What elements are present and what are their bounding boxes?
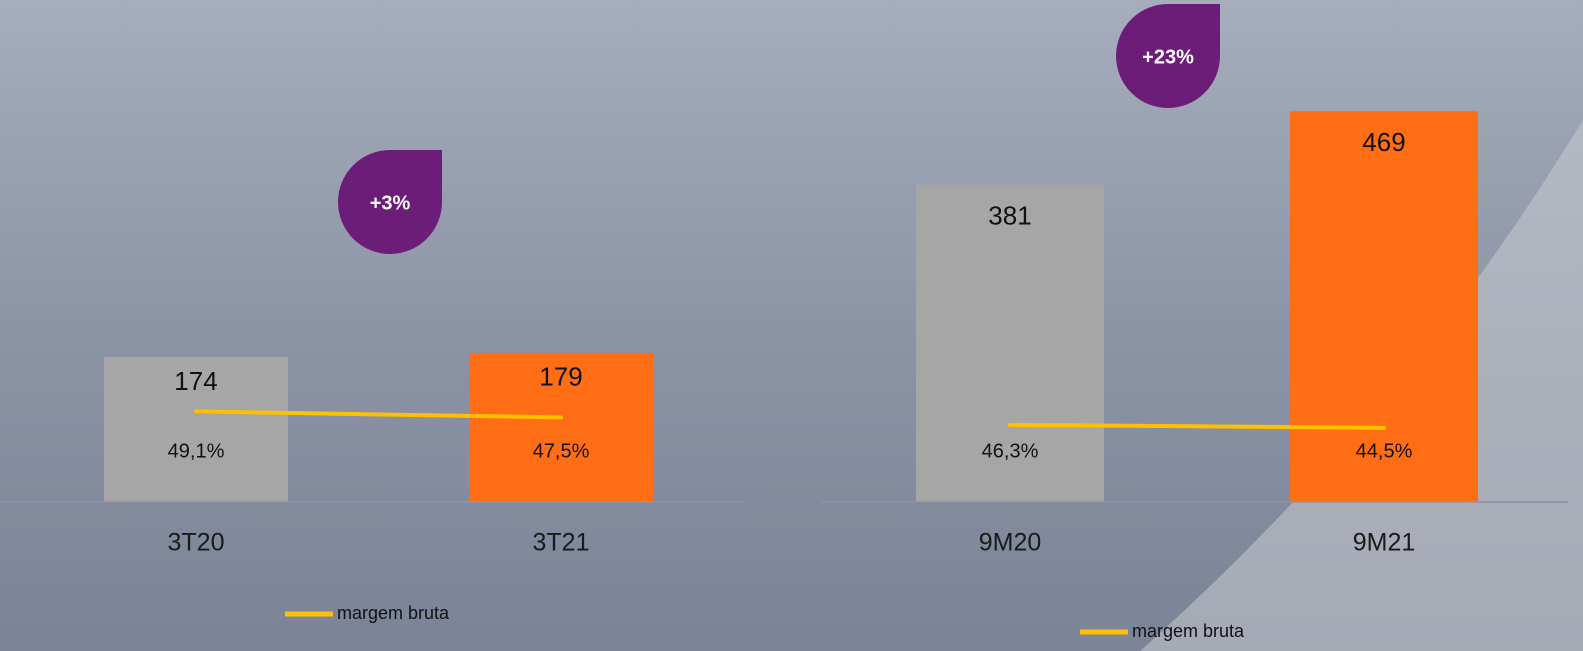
x-tick-label: 3T21 <box>533 529 590 557</box>
growth-label: +3% <box>370 192 411 214</box>
legend-label: margem bruta <box>1132 621 1245 641</box>
x-tick-label: 3T20 <box>168 529 225 557</box>
growth-badge <box>338 150 442 254</box>
bar-value-label: 381 <box>988 200 1031 230</box>
x-tick-label: 9M21 <box>1353 529 1416 557</box>
bar-value-label: 469 <box>1362 127 1405 157</box>
bar <box>1290 111 1478 503</box>
x-tick-label: 9M20 <box>979 529 1042 557</box>
margin-label: 47,5% <box>533 440 590 462</box>
bar <box>916 184 1104 502</box>
legend-label: margem bruta <box>337 603 450 623</box>
margin-label: 49,1% <box>168 440 225 462</box>
margin-label: 46,3% <box>982 440 1039 462</box>
growth-label: +23% <box>1142 46 1194 68</box>
margin-line <box>194 409 563 420</box>
background-curve <box>1140 120 1583 651</box>
bar <box>104 357 288 502</box>
growth-badge <box>1116 4 1220 108</box>
bar <box>469 352 653 502</box>
bar-value-label: 174 <box>174 366 217 396</box>
margin-label: 44,5% <box>1356 440 1413 462</box>
margin-line <box>1008 422 1386 430</box>
bar-value-label: 179 <box>539 362 582 392</box>
